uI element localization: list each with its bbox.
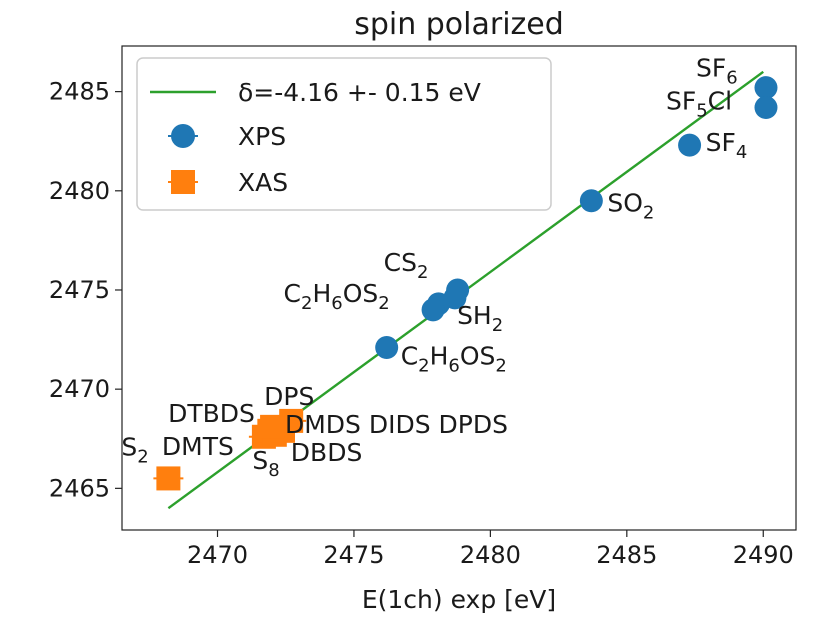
legend: δ=-4.16 +- 0.15 eV XPS XAS: [136, 57, 552, 211]
point-label-part: SF: [696, 54, 726, 83]
point-label-part: C: [284, 279, 301, 308]
y-ticks: 2465 2470 2475 2480 2485: [49, 78, 122, 502]
point-label-part: DTBDS: [168, 399, 255, 428]
xps-point: [754, 95, 778, 119]
point-label-part: SF: [706, 128, 736, 157]
x-tick-label: 2470: [187, 541, 248, 569]
legend-label: XPS: [238, 122, 286, 151]
x-tick-label: 2480: [460, 541, 521, 569]
x-tick-label: 2475: [323, 541, 384, 569]
point-label-part: SF: [666, 86, 696, 115]
xps-point: [754, 76, 778, 100]
y-tick-label: 2475: [49, 276, 110, 304]
point-label: S8: [252, 446, 279, 481]
point-label-part: C: [401, 342, 418, 371]
point-label-part: 2: [418, 356, 429, 377]
point-label: DMDS DIDS DPDS: [285, 410, 508, 439]
point-label-part: 2: [643, 203, 654, 224]
point-label-part: OS: [343, 279, 379, 308]
point-label-part: SH: [457, 301, 492, 330]
point-label: C2H6OS2: [284, 279, 390, 314]
point-label: S2: [121, 432, 148, 467]
y-tick-label: 2465: [49, 474, 110, 502]
legend-xps-swatch: [171, 124, 195, 148]
data-points: [153, 76, 778, 491]
point-label-part: CS: [384, 248, 417, 277]
point-label: SH2: [457, 301, 503, 336]
point-label-part: 6: [726, 68, 737, 89]
point-label-part: DBDS: [291, 438, 363, 467]
point-label: DPS: [264, 382, 314, 411]
point-label: CS2: [384, 248, 429, 283]
point-label-part: 6: [331, 293, 342, 314]
chart-title: spin polarized: [354, 7, 564, 42]
point-label: SF6: [696, 54, 738, 89]
xps-point: [421, 298, 445, 322]
point-label-part: S: [121, 432, 137, 461]
y-tick-label: 2480: [49, 177, 110, 205]
point-label: SO2: [607, 189, 654, 224]
x-axis-label: E(1ch) exp [eV]: [362, 585, 556, 614]
point-label-part: 2: [378, 293, 389, 314]
point-label: SF5Cl: [666, 86, 732, 121]
point-label-part: 2: [495, 356, 506, 377]
xps-point: [375, 336, 399, 360]
x-tick-label: 2490: [733, 541, 794, 569]
point-label-part: 4: [736, 142, 747, 163]
point-label: DBDS: [291, 438, 363, 467]
x-ticks: 2470 2475 2480 2485 2490: [187, 530, 794, 569]
legend-label: XAS: [238, 168, 288, 197]
point-label-part: SO: [607, 189, 643, 218]
point-label-part: 6: [448, 356, 459, 377]
point-label-part: 2: [417, 262, 428, 283]
xas-point: [156, 466, 181, 491]
legend-xas-swatch: [171, 170, 195, 194]
point-label-part: OS: [460, 342, 496, 371]
point-labels: SF6SF5ClSF4SO2SH2CS2C2H6OS2C2H6OS2DPSDTB…: [121, 54, 747, 481]
point-label: C2H6OS2: [401, 342, 507, 377]
point-label-part: 2: [137, 446, 148, 467]
y-tick-label: 2470: [49, 375, 110, 403]
point-label-part: 2: [492, 315, 503, 336]
xas-point: [260, 414, 285, 439]
x-tick-label: 2485: [596, 541, 657, 569]
point-label-part: H: [312, 279, 331, 308]
point-label-part: Cl: [708, 86, 732, 115]
point-label-part: 5: [696, 100, 707, 121]
point-label-part: DMDS DIDS DPDS: [285, 410, 508, 439]
legend-box: [136, 57, 552, 211]
point-label: DMTS: [162, 432, 234, 461]
point-label-part: S: [252, 446, 268, 475]
point-label-part: H: [430, 342, 449, 371]
point-label-part: 8: [268, 460, 279, 481]
point-label-part: DMTS: [162, 432, 234, 461]
y-tick-label: 2485: [49, 78, 110, 106]
point-label: SF4: [706, 128, 748, 163]
point-label-part: 2: [301, 293, 312, 314]
point-label: DTBDS: [168, 399, 255, 428]
xps-point: [678, 133, 702, 157]
xps-point: [579, 189, 603, 213]
point-label-part: DPS: [264, 382, 314, 411]
legend-label: δ=-4.16 +- 0.15 eV: [238, 78, 481, 107]
